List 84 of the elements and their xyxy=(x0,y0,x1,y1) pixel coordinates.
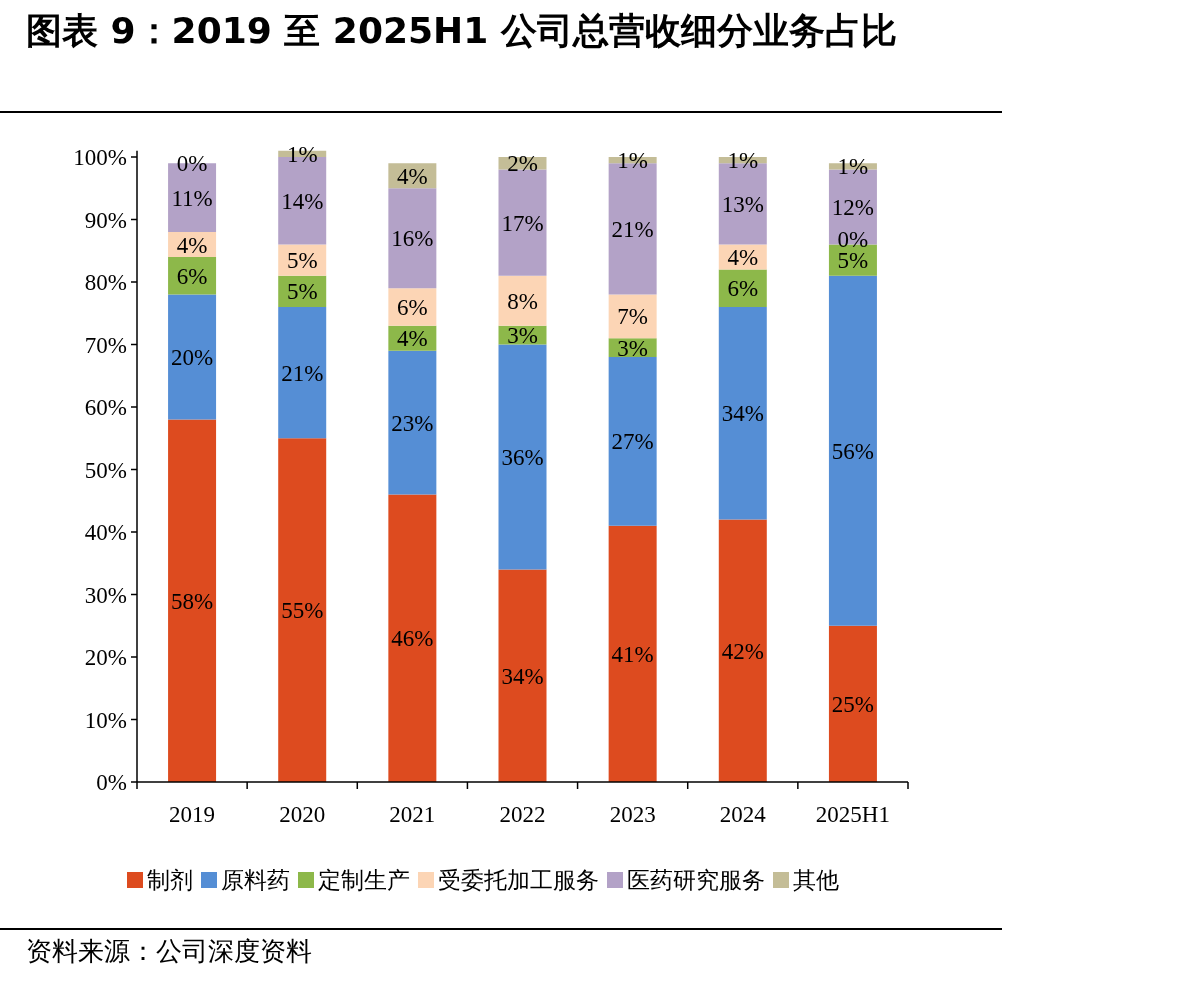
chart-title: 图表 9：2019 至 2025H1 公司总营收细分业务占比 xyxy=(26,9,898,53)
data-label: 41% xyxy=(611,641,654,667)
data-label: 5% xyxy=(286,248,318,274)
data-label: 46% xyxy=(391,626,434,652)
data-label: 25% xyxy=(831,691,875,717)
data-label: 1% xyxy=(286,141,318,167)
bar xyxy=(278,438,327,782)
data-label: 16% xyxy=(391,226,434,252)
y-tick-label: 0% xyxy=(96,770,127,795)
data-label: 21% xyxy=(611,216,654,242)
y-tick-label: 20% xyxy=(84,645,127,670)
legend-label: 医药研究服务 xyxy=(627,867,765,893)
data-label: 21% xyxy=(281,360,324,386)
y-tick-label: 50% xyxy=(84,457,127,483)
data-label: 12% xyxy=(831,195,875,220)
bar xyxy=(278,307,327,439)
bar xyxy=(498,169,547,276)
data-label: 3% xyxy=(617,335,648,361)
data-label: 4% xyxy=(397,163,428,189)
y-tick-label: 80% xyxy=(84,270,127,295)
data-label: 1% xyxy=(617,148,648,174)
data-label: 11% xyxy=(171,185,213,211)
bar xyxy=(388,188,437,289)
bar xyxy=(718,519,767,782)
data-label: 14% xyxy=(281,188,324,214)
x-tick-label: 2019 xyxy=(169,802,216,827)
bar xyxy=(608,357,657,526)
data-label: 58% xyxy=(170,588,214,614)
data-label: 17% xyxy=(501,210,544,236)
bar xyxy=(498,275,547,326)
legend-label: 制剂 xyxy=(147,867,193,893)
data-label: 34% xyxy=(501,663,544,689)
y-tick-label: 90% xyxy=(84,207,127,233)
bar xyxy=(498,344,547,570)
data-label: 27% xyxy=(611,429,654,455)
bar xyxy=(718,307,767,520)
data-label: 13% xyxy=(721,191,764,217)
data-label: 56% xyxy=(831,438,875,464)
legend-label: 其他 xyxy=(793,867,839,893)
x-tick-label: 2020 xyxy=(279,802,326,827)
data-label: 42% xyxy=(721,638,764,664)
y-tick-label: 60% xyxy=(84,395,127,420)
y-tick-label: 70% xyxy=(84,332,127,358)
x-tick-label: 2024 xyxy=(719,802,767,827)
legend-label: 原料药 xyxy=(221,867,290,893)
data-label: 4% xyxy=(397,326,428,352)
data-label: 1% xyxy=(837,154,869,180)
text: 资料来源：公司深度资料 xyxy=(26,935,312,968)
bar xyxy=(168,294,217,420)
data-label: 23% xyxy=(391,410,434,436)
bar xyxy=(498,569,547,782)
data-label: 36% xyxy=(501,445,544,470)
bar xyxy=(828,625,877,782)
data-label: 0% xyxy=(176,151,208,177)
y-tick-label: 30% xyxy=(84,582,127,608)
data-label: 5% xyxy=(286,279,318,305)
data-label: 34% xyxy=(721,401,764,427)
data-label: 6% xyxy=(397,295,428,320)
data-label: 2% xyxy=(507,151,538,177)
data-label: 20% xyxy=(170,345,214,370)
bar xyxy=(608,525,657,782)
bar xyxy=(388,350,437,495)
data-label: 8% xyxy=(507,288,538,314)
data-label: 5% xyxy=(837,248,869,274)
data-label: 7% xyxy=(617,304,648,330)
y-tick-label: 100% xyxy=(73,145,127,170)
y-tick-label: 40% xyxy=(84,520,127,545)
data-label: 4% xyxy=(727,245,759,270)
data-label: 4% xyxy=(176,232,208,258)
legend-label: 受委托加工服务 xyxy=(438,867,599,893)
x-tick-label: 2021 xyxy=(389,802,436,827)
data-label: 6% xyxy=(727,276,759,302)
data-label: 3% xyxy=(507,323,538,349)
legend-label: 定制生产 xyxy=(318,867,410,893)
bar xyxy=(828,275,877,626)
y-tick-label: 10% xyxy=(84,707,127,733)
x-tick-label: 2022 xyxy=(499,802,546,827)
bar xyxy=(388,494,437,782)
x-tick-label: 2023 xyxy=(609,802,656,827)
data-label: 6% xyxy=(176,263,208,289)
bar xyxy=(168,419,217,782)
data-label: 1% xyxy=(727,148,759,174)
data-label: 55% xyxy=(281,598,324,624)
x-tick-label: 2025H1 xyxy=(815,802,890,827)
